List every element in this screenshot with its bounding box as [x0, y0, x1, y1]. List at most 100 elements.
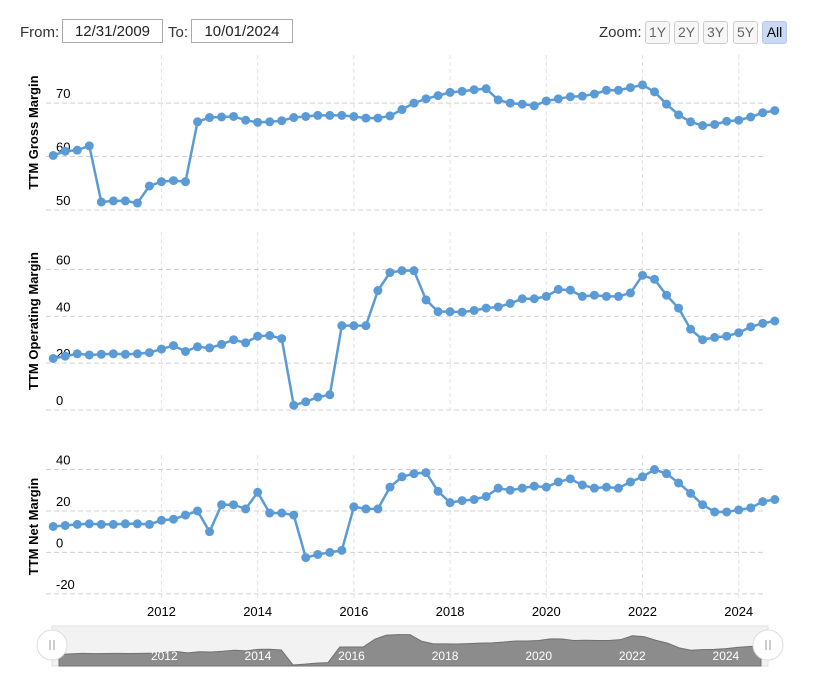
zoom-button[interactable]: 1Y — [645, 21, 670, 44]
series-marker — [253, 331, 263, 341]
series-marker — [132, 349, 142, 359]
navigator-tick-label: 2024 — [713, 649, 740, 663]
series-marker — [589, 483, 599, 493]
series-marker — [662, 469, 672, 479]
series-marker — [686, 117, 696, 127]
y-axis-label: TTM Net Margin — [26, 478, 41, 576]
y-tick-label: 70 — [56, 86, 70, 101]
series-marker — [217, 500, 227, 510]
to-input[interactable]: 10/01/2024 — [191, 19, 293, 43]
series-marker — [493, 95, 503, 105]
series-marker — [156, 515, 166, 525]
series-marker — [625, 477, 635, 487]
y-tick-label: 60 — [56, 252, 70, 267]
series-marker — [120, 349, 130, 359]
series-marker — [710, 119, 720, 129]
series-marker — [650, 465, 660, 475]
series-marker — [385, 268, 395, 278]
navigator-handle[interactable] — [752, 629, 784, 661]
series-marker — [577, 480, 587, 490]
series-marker — [241, 338, 251, 348]
series-marker — [349, 502, 359, 512]
series-marker — [289, 113, 299, 123]
series-marker — [265, 331, 275, 341]
series-marker — [650, 87, 660, 97]
series-marker — [553, 284, 563, 294]
y-tick-label: -20 — [56, 577, 75, 592]
series-marker — [565, 285, 575, 295]
series-marker — [337, 321, 347, 331]
zoom-button[interactable]: 2Y — [674, 21, 699, 44]
series-marker — [156, 344, 166, 354]
from-input[interactable]: 12/31/2009 — [62, 19, 163, 43]
series-marker — [361, 504, 371, 514]
series-marker — [205, 113, 215, 123]
series-marker — [770, 106, 780, 116]
series-marker — [84, 141, 94, 151]
series-marker — [325, 547, 335, 557]
series-marker — [650, 274, 660, 284]
series-marker — [734, 328, 744, 338]
series-marker — [637, 472, 647, 482]
x-tick-label: 2020 — [532, 604, 561, 619]
series-marker — [120, 519, 130, 529]
x-tick-label: 2014 — [243, 604, 272, 619]
series-marker — [361, 113, 371, 123]
series-marker — [193, 506, 203, 516]
series-marker — [457, 86, 467, 96]
series-marker — [445, 87, 455, 97]
controls: From: 12/31/2009 To: 10/01/2024 Zoom: 1Y… — [0, 0, 820, 50]
series-marker — [60, 146, 70, 156]
series-marker — [553, 477, 563, 487]
series-marker — [96, 349, 106, 359]
series-marker — [445, 307, 455, 317]
series-marker — [349, 111, 359, 121]
series-marker — [613, 291, 623, 301]
series-marker — [746, 112, 756, 122]
handle-circle — [36, 629, 68, 661]
series-marker — [457, 496, 467, 506]
series-marker — [60, 351, 70, 361]
series-marker — [301, 111, 311, 121]
series-marker — [181, 177, 191, 187]
zoom-button[interactable]: 5Y — [733, 21, 758, 44]
series-marker — [493, 483, 503, 493]
series-marker — [457, 307, 467, 317]
series-marker — [193, 342, 203, 352]
series-marker — [72, 519, 82, 529]
series-marker — [373, 286, 383, 296]
from-label: From: — [20, 24, 60, 41]
series-marker — [433, 91, 443, 101]
zoom-button[interactable]: 3Y — [703, 21, 728, 44]
y-tick-label: 20 — [56, 494, 70, 509]
series-marker — [722, 507, 732, 517]
series-marker — [674, 303, 684, 313]
series-marker — [205, 527, 215, 537]
series-marker — [421, 468, 431, 478]
navigator-handle[interactable] — [36, 629, 68, 661]
series-marker — [613, 85, 623, 95]
series-marker — [241, 115, 251, 125]
series-marker — [301, 553, 311, 563]
series-marker — [120, 196, 130, 206]
navigator-tick-label: 2022 — [619, 649, 646, 663]
series-marker — [96, 519, 106, 529]
series-marker — [481, 84, 491, 94]
series-marker — [529, 101, 539, 111]
series-marker — [686, 324, 696, 334]
to-label: To: — [168, 24, 189, 41]
series-marker — [674, 478, 684, 488]
series-marker — [144, 348, 154, 358]
series-marker — [601, 291, 611, 301]
series-marker — [132, 519, 142, 529]
series-marker — [181, 346, 191, 356]
zoom-button[interactable]: All — [762, 21, 787, 44]
series-marker — [734, 505, 744, 515]
series-marker — [205, 343, 215, 353]
series-marker — [337, 545, 347, 555]
series-marker — [758, 318, 768, 328]
series-marker — [217, 339, 227, 349]
series-marker — [758, 497, 768, 507]
x-tick-label: 2022 — [628, 604, 657, 619]
series-marker — [698, 121, 708, 131]
